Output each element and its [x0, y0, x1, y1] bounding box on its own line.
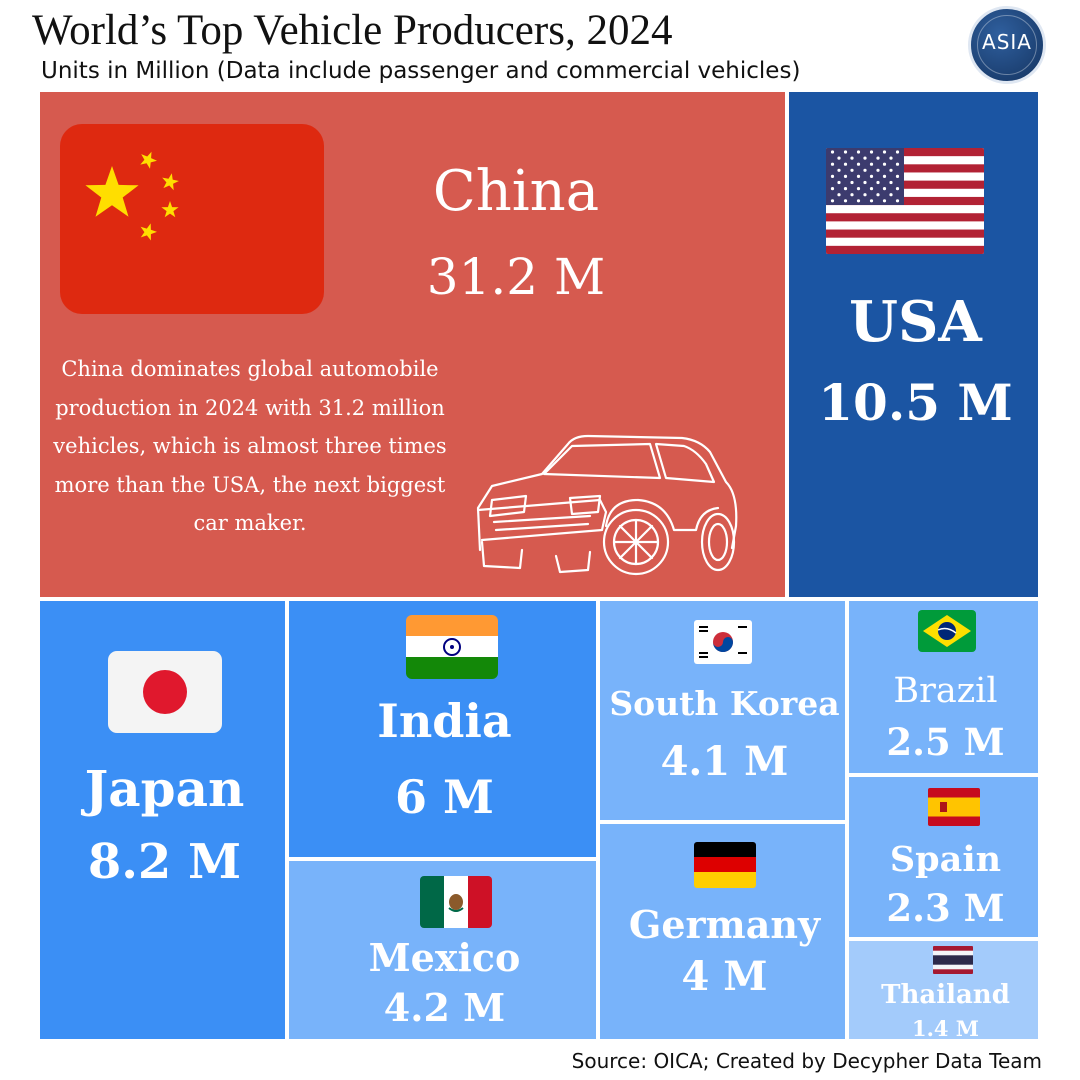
tile-label-spain: Spain [889, 839, 1002, 880]
tile-value-mexico: 4.2 M [383, 985, 506, 1030]
tile-south-korea: South Korea 4.1 M [598, 599, 847, 822]
tile-label-china: China [432, 159, 600, 224]
tile-value-japan: 8.2 M [87, 834, 242, 890]
tile-label-japan: Japan [84, 759, 245, 818]
tile-label-thailand: Thailand [881, 980, 1010, 1010]
south-korea-flag-icon [694, 620, 752, 664]
tile-value-usa: 10.5 M [818, 373, 1013, 432]
tile-value-south-korea: 4.1 M [660, 738, 789, 785]
china-description: China dominates global automobile produc… [53, 357, 447, 535]
germany-flag-icon [694, 842, 756, 888]
japan-flag-icon [108, 651, 222, 733]
tile-label-usa: USA [849, 289, 982, 355]
tile-label-brazil: Brazil [893, 671, 998, 711]
tile-label-mexico: Mexico [368, 935, 521, 980]
tile-label-india: India [377, 694, 512, 748]
asia-logo: ASIA [968, 6, 1046, 84]
tile-thailand: Thailand 1.4 M [847, 939, 1040, 1041]
usa-flag-icon [826, 148, 984, 254]
tile-value-spain: 2.3 M [886, 886, 1005, 930]
tile-value-brazil: 2.5 M [886, 720, 1005, 764]
chart-subtitle: Units in Million (Data include passenger… [41, 58, 801, 84]
china-flag-icon [60, 124, 324, 314]
tile-value-germany: 4 M [681, 953, 768, 1000]
thailand-flag-icon [933, 946, 973, 974]
brazil-flag-icon [918, 610, 976, 652]
spain-flag-icon [928, 788, 980, 826]
mexico-flag-icon [420, 876, 492, 928]
tile-value-china: 31.2 M [426, 248, 606, 306]
india-flag-icon [406, 615, 498, 679]
tile-label-south-korea: South Korea [609, 684, 840, 723]
chart-title: World’s Top Vehicle Producers, 2024 [32, 7, 673, 54]
tile-india: India 6 M [287, 599, 598, 859]
tile-label-germany: Germany [628, 902, 821, 947]
tile-value-india: 6 M [395, 770, 494, 824]
source-note: Source: OICA; Created by Decypher Data T… [571, 1049, 1042, 1073]
car-icon [476, 434, 738, 576]
tile-value-thailand: 1.4 M [911, 1016, 980, 1041]
